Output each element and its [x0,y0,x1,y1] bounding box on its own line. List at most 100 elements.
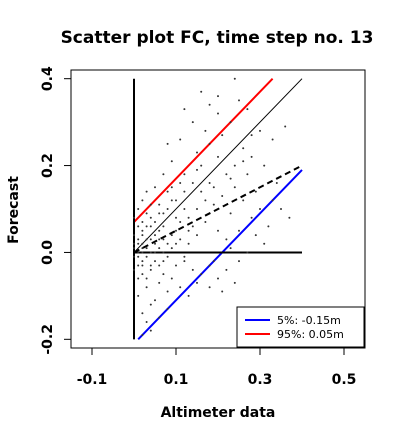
data-point [166,242,169,245]
data-point [141,242,144,245]
data-point [137,264,140,267]
data-point [149,203,152,206]
data-point [141,260,144,263]
data-point [200,190,203,193]
y-axis-label: Forecast [6,176,22,244]
data-point [208,181,211,184]
data-point [133,247,135,250]
data-point [166,307,169,310]
data-point [217,229,219,232]
data-point [246,251,249,254]
data-point [221,134,224,137]
data-point [141,251,144,254]
data-point [133,216,135,219]
data-point [158,281,161,284]
data-point [141,199,144,202]
y-tick-label: 0.2 [40,153,56,178]
data-point [229,121,232,124]
data-point [170,277,173,280]
data-point [137,251,140,254]
data-point [179,221,182,224]
data-point [221,290,224,293]
data-point [250,134,253,137]
data-point [183,173,186,176]
data-point [166,290,169,293]
data-point [133,255,135,258]
data-point [149,329,152,332]
data-point [196,151,198,154]
data-point [175,242,177,245]
data-point [246,108,249,111]
data-point [259,208,261,210]
data-point [238,229,240,232]
data-point [217,95,219,98]
data-point [149,251,152,254]
data-point [149,268,152,271]
y-tick-label: 0.0 [40,240,56,265]
data-point [212,203,215,206]
data-point [212,260,215,263]
data-point [145,190,148,193]
x-tick-label: -0.1 [77,372,108,388]
data-point [149,264,152,267]
data-point [229,212,232,215]
data-point [196,281,198,284]
data-point [280,208,282,210]
data-point [204,199,207,202]
data-point [137,255,140,258]
data-point [254,190,257,193]
data-point [196,234,198,237]
data-point [242,160,245,163]
data-point [259,129,261,132]
data-point [141,264,144,267]
data-point [145,277,148,280]
data-point [225,173,228,176]
data-point [141,273,144,276]
data-point [191,268,194,271]
data-point [242,199,245,202]
data-point [246,173,249,176]
data-point [179,238,182,241]
legend-label: 95%: 0.05m [277,328,344,341]
data-point [158,238,161,241]
data-point [166,208,169,210]
data-point [170,186,173,189]
data-point [183,108,186,111]
data-point [254,234,257,237]
data-point [133,242,135,245]
y-tick-label: 0.4 [40,66,56,91]
data-point [200,273,203,276]
data-point [141,247,144,250]
data-point [145,247,148,250]
data-point [162,260,165,263]
data-point [133,234,135,237]
data-point [145,225,148,228]
line-2 [133,78,303,253]
data-point [137,238,140,241]
data-point [141,312,144,315]
data-point [170,247,173,250]
data-point [204,129,207,132]
data-point [170,234,173,237]
data-point [225,268,228,271]
data-point [267,225,270,228]
data-point [137,225,140,228]
data-point [238,260,240,263]
data-point [137,294,140,297]
line-1 [133,77,274,223]
data-point [271,199,274,202]
x-tick-label: 0.3 [248,372,273,388]
data-point [175,264,177,267]
data-point [221,194,224,197]
data-point [212,186,215,189]
line-0 [137,169,303,341]
data-point [145,255,148,258]
data-point [145,238,148,241]
data-point [179,286,182,289]
data-point [217,277,219,280]
data-point [158,203,161,206]
x-axis-label: Altimeter data [161,405,276,421]
data-point [200,90,203,93]
